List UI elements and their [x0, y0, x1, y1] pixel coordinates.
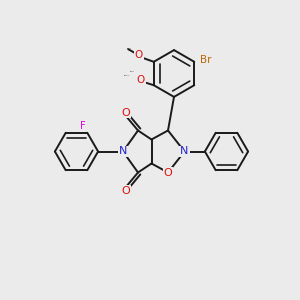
Text: methoxy: methoxy — [124, 74, 130, 76]
Text: F: F — [80, 121, 86, 131]
Text: methyl: methyl — [127, 48, 132, 49]
Text: Br: Br — [200, 55, 212, 65]
Text: O: O — [137, 75, 145, 85]
Text: O: O — [122, 107, 130, 118]
Text: N: N — [119, 146, 127, 157]
Text: O: O — [135, 50, 143, 60]
Text: N: N — [180, 146, 189, 157]
Text: methyl: methyl — [130, 71, 135, 72]
Text: O: O — [122, 185, 130, 196]
Text: O: O — [164, 167, 172, 178]
